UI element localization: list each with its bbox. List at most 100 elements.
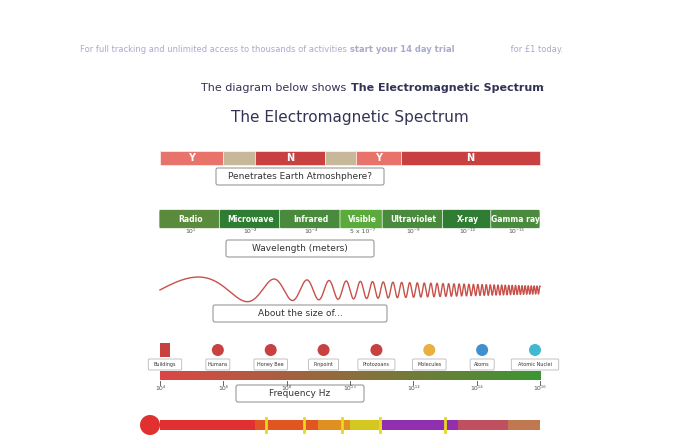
Bar: [332, 371, 334, 380]
Bar: [303, 371, 305, 380]
Bar: [273, 371, 274, 380]
Bar: [493, 371, 495, 380]
Text: Humans: Humans: [208, 362, 228, 367]
Bar: [198, 371, 200, 380]
Bar: [403, 371, 405, 380]
Bar: [480, 371, 481, 380]
Bar: [384, 371, 386, 380]
Bar: [391, 371, 392, 380]
Bar: [167, 371, 169, 380]
Bar: [287, 371, 288, 380]
Circle shape: [424, 344, 435, 356]
Bar: [183, 371, 185, 380]
Bar: [380, 371, 382, 380]
Bar: [275, 371, 277, 380]
FancyBboxPatch shape: [442, 209, 491, 229]
Text: N: N: [286, 153, 294, 163]
Bar: [482, 371, 484, 380]
Bar: [295, 371, 298, 380]
Bar: [230, 371, 232, 380]
Bar: [364, 371, 365, 380]
FancyBboxPatch shape: [382, 209, 444, 229]
Bar: [236, 371, 238, 380]
Bar: [206, 371, 207, 380]
Bar: [374, 371, 376, 380]
Bar: [223, 151, 255, 165]
Bar: [160, 151, 223, 165]
Bar: [394, 371, 396, 380]
Bar: [388, 371, 390, 380]
Bar: [488, 371, 490, 380]
Bar: [220, 371, 221, 380]
Bar: [325, 151, 356, 165]
Bar: [314, 371, 316, 380]
Bar: [267, 371, 270, 380]
Bar: [232, 371, 234, 380]
Bar: [269, 371, 271, 380]
Bar: [472, 371, 473, 380]
Bar: [176, 371, 178, 380]
Bar: [514, 371, 517, 380]
Bar: [373, 371, 374, 380]
Circle shape: [140, 415, 160, 435]
Bar: [494, 371, 496, 380]
Bar: [347, 371, 349, 380]
Bar: [284, 371, 286, 380]
Bar: [209, 371, 211, 380]
Bar: [469, 371, 471, 380]
Bar: [300, 371, 302, 380]
Bar: [181, 371, 182, 380]
Bar: [439, 371, 440, 380]
Bar: [318, 420, 350, 430]
Bar: [502, 371, 504, 380]
Bar: [405, 371, 406, 380]
Bar: [412, 371, 414, 380]
Text: For full tracking and unlimited access to thousands of activities: For full tracking and unlimited access t…: [80, 45, 350, 55]
Bar: [160, 420, 255, 430]
Bar: [389, 371, 391, 380]
Bar: [477, 371, 478, 380]
Bar: [360, 371, 362, 380]
Bar: [341, 371, 343, 380]
Bar: [354, 371, 356, 380]
Bar: [398, 371, 400, 380]
Bar: [535, 371, 537, 380]
FancyBboxPatch shape: [216, 168, 384, 185]
Bar: [208, 371, 210, 380]
Bar: [444, 371, 445, 380]
Bar: [483, 371, 485, 380]
Bar: [411, 371, 412, 380]
Bar: [298, 371, 300, 380]
Bar: [400, 371, 402, 380]
Bar: [355, 371, 357, 380]
Bar: [223, 371, 225, 380]
Bar: [468, 371, 470, 380]
Bar: [314, 371, 315, 380]
Bar: [297, 371, 299, 380]
Bar: [489, 371, 491, 380]
FancyBboxPatch shape: [340, 209, 383, 229]
Bar: [283, 371, 285, 380]
Bar: [500, 371, 501, 380]
Bar: [170, 371, 172, 380]
Bar: [524, 371, 525, 380]
Bar: [474, 371, 476, 380]
Bar: [248, 371, 251, 380]
Bar: [508, 371, 510, 380]
Text: Microwave: Microwave: [228, 215, 274, 223]
Bar: [193, 371, 195, 380]
Bar: [302, 371, 304, 380]
Bar: [455, 371, 457, 380]
Bar: [311, 371, 312, 380]
Bar: [433, 371, 434, 380]
Bar: [361, 371, 363, 380]
Bar: [318, 371, 320, 380]
Bar: [513, 371, 515, 380]
Bar: [217, 371, 219, 380]
Bar: [383, 371, 385, 380]
Text: Honey Bee: Honey Bee: [258, 362, 284, 367]
Bar: [202, 371, 204, 380]
FancyBboxPatch shape: [309, 359, 339, 370]
Bar: [169, 371, 171, 380]
Bar: [522, 371, 524, 380]
